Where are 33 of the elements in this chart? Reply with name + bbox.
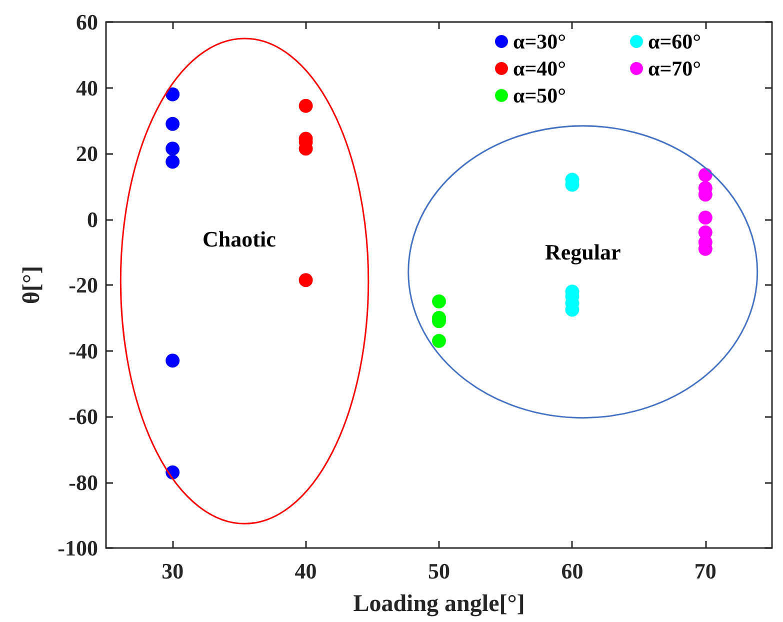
- point: [166, 154, 180, 169]
- point: [298, 98, 313, 113]
- point: [166, 87, 180, 102]
- y-axis-title: θ[°]: [19, 266, 45, 304]
- legend-label: α=40°: [513, 56, 566, 80]
- point: [432, 334, 446, 348]
- x-tick-label: 70: [694, 558, 716, 584]
- legend-label: α=30°: [513, 30, 566, 54]
- point: [166, 116, 180, 131]
- legend-label: α=60°: [648, 30, 702, 54]
- y-tick-label: -80: [68, 470, 98, 495]
- x-tick-label: 60: [561, 558, 584, 584]
- x-tick-label: 40: [294, 558, 317, 584]
- annotation: Chaotic: [202, 226, 276, 252]
- y-tick-label: -60: [68, 404, 98, 429]
- annotation: Regular: [544, 240, 621, 265]
- y-tick-label: 40: [76, 75, 98, 100]
- point: [698, 210, 712, 225]
- y-tick-label: -20: [68, 272, 98, 298]
- point: [432, 294, 446, 308]
- x-tick-label: 30: [162, 558, 184, 584]
- y-tick-label: -100: [58, 536, 98, 560]
- y-tick-label: 60: [76, 10, 98, 34]
- x-tick-label: 50: [428, 558, 450, 584]
- point: [298, 273, 313, 288]
- point: [166, 142, 180, 156]
- y-tick-label: -40: [68, 338, 98, 364]
- y-tick-label: 0: [87, 206, 98, 232]
- legend-label: α=50°: [513, 84, 566, 108]
- y-tick-label: 20: [76, 141, 98, 166]
- legend-label: α=70°: [648, 56, 702, 80]
- point: [166, 354, 180, 368]
- x-axis-title: Loading angle[°]: [353, 591, 525, 617]
